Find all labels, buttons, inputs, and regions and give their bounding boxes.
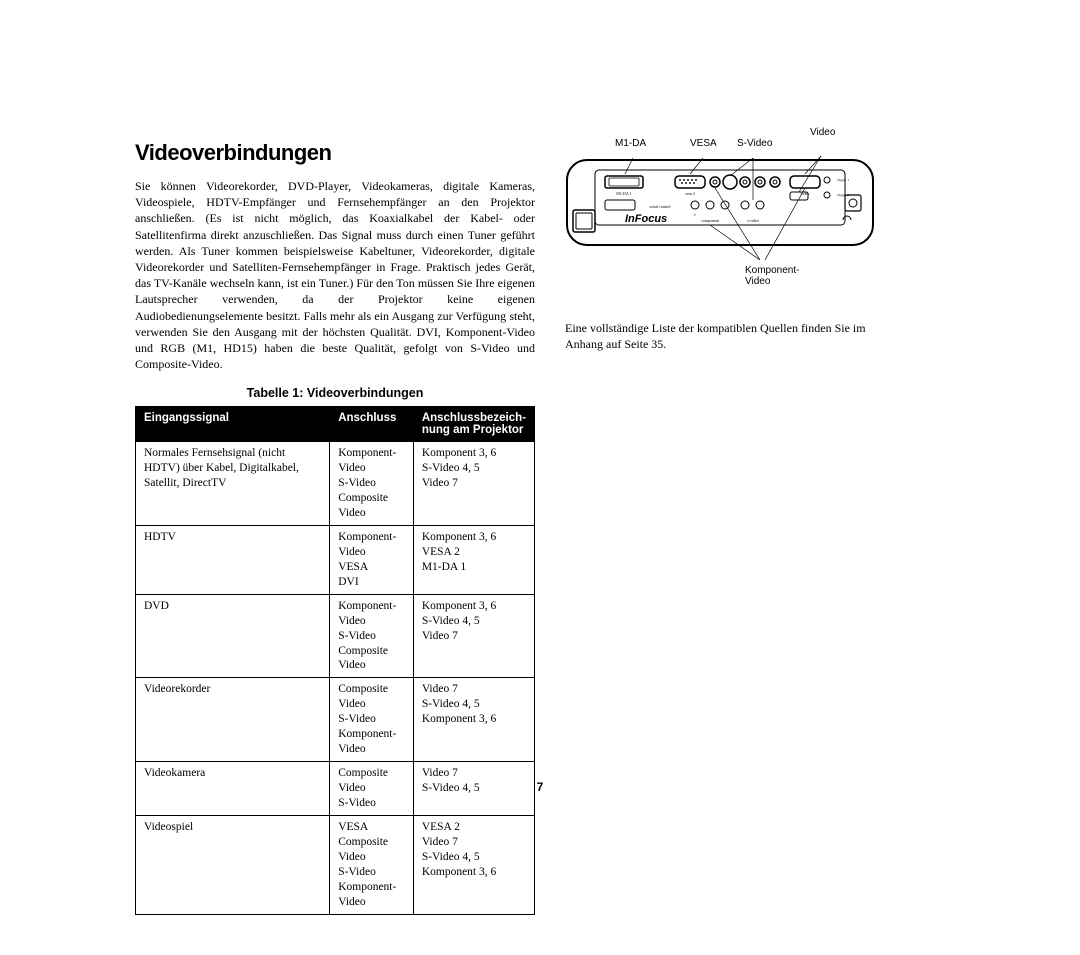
svg-text:s-video: s-video (747, 218, 759, 223)
table-cell: Videorekorder (136, 678, 330, 762)
table-cell: Video 7S-Video 4, 5Komponent 3, 6 (413, 678, 534, 762)
table-row: Normales Fernsehsignal (nicht HDTV) über… (136, 442, 535, 526)
table-row: DVDKomponent-VideoS-VideoComposite Video… (136, 594, 535, 678)
intro-paragraph: Sie können Videorekorder, DVD-Player, Vi… (135, 178, 535, 372)
svg-text:trigger 1: trigger 1 (837, 178, 849, 182)
connector-diagram: M1-DA VESA S-Video Video Komponent-Video… (565, 140, 885, 265)
table-cell: Normales Fernsehsignal (nicht HDTV) über… (136, 442, 330, 526)
table-row: VideorekorderComposite VideoS-VideoKompo… (136, 678, 535, 762)
table-cell: Komponent 3, 6S-Video 4, 5Video 7 (413, 594, 534, 678)
diagram-label-vesa: VESA (690, 138, 717, 149)
diagram-label-video: Video (810, 127, 835, 138)
video-connections-table: Eingangssignal Anschluss Anschlussbezeic… (135, 406, 535, 914)
table-cell: Videokamera (136, 762, 330, 816)
table-cell: Komponent-VideoS-VideoComposite Video (330, 594, 414, 678)
diagram-label-svideo: S-Video (737, 138, 772, 149)
svg-text:Y: Y (694, 213, 697, 217)
table-cell: Komponent-VideoS-VideoComposite Video (330, 442, 414, 526)
svg-text:InFocus: InFocus (625, 213, 667, 225)
svg-text:vesa 2: vesa 2 (685, 191, 695, 196)
table-cell: VESAComposite VideoS-VideoKomponent-Vide… (330, 815, 414, 914)
table-caption: Tabelle 1: Videoverbindungen (135, 386, 535, 400)
svg-text:component: component (701, 218, 720, 223)
table-cell: VESA 2Video 7S-Video 4, 5Komponent 3, 6 (413, 815, 534, 914)
table-cell: Composite VideoS-Video (330, 762, 414, 816)
table-cell: Komponent 3, 6VESA 2M1-DA 1 (413, 525, 534, 594)
after-diagram-text: Eine vollständige Liste der kompatiblen … (565, 320, 885, 352)
svg-text:M1-DA 1: M1-DA 1 (616, 191, 631, 196)
diagram-label-m1da: M1-DA (615, 138, 646, 149)
col-header-port: Anschlussbezeich-nung am Projektor (413, 407, 534, 442)
projector-rear-panel-svg: M1-DA 1 vesa 2 video (565, 140, 875, 260)
table-row: HDTVKomponent-VideoVESADVIKomponent 3, 6… (136, 525, 535, 594)
diagram-label-komponent: Komponent-Video (745, 265, 799, 287)
col-header-signal: Eingangssignal (136, 407, 330, 442)
svg-text:serial control: serial control (650, 204, 672, 209)
table-cell: Videospiel (136, 815, 330, 914)
page-title: Videoverbindungen (135, 140, 535, 166)
table-cell: HDTV (136, 525, 330, 594)
table-row: VideokameraComposite VideoS-VideoVideo 7… (136, 762, 535, 816)
table-row: VideospielVESAComposite VideoS-VideoKomp… (136, 815, 535, 914)
table-cell: DVD (136, 594, 330, 678)
table-cell: Composite VideoS-VideoKomponent-Video (330, 678, 414, 762)
table-cell: Komponent 3, 6S-Video 4, 5Video 7 (413, 442, 534, 526)
table-cell: Video 7S-Video 4, 5 (413, 762, 534, 816)
col-header-connection: Anschluss (330, 407, 414, 442)
table-cell: Komponent-VideoVESADVI (330, 525, 414, 594)
page-number: 7 (537, 780, 544, 794)
